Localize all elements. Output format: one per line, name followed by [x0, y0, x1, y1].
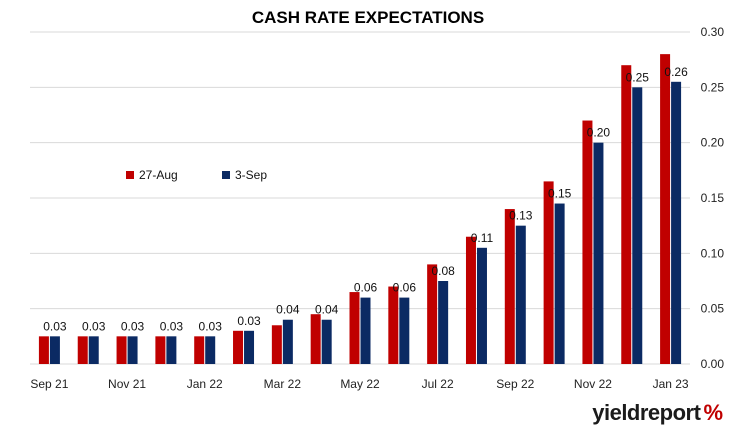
y-tick-label: 0.20 — [701, 136, 725, 150]
y-tick-label: 0.00 — [701, 357, 725, 371]
bar-3-sep — [593, 142, 604, 364]
bar-27-aug — [38, 336, 49, 364]
bar-3-sep — [399, 297, 410, 364]
bar-3-sep — [282, 319, 293, 364]
y-tick-label: 0.10 — [701, 246, 725, 260]
bar-27-aug — [504, 209, 515, 364]
bar-3-sep — [321, 319, 332, 364]
data-label: 0.03 — [199, 319, 223, 333]
data-label: 0.26 — [664, 65, 688, 79]
x-tick-label: Nov 21 — [108, 377, 146, 391]
legend-swatch-3-sep — [222, 171, 230, 179]
y-axis-ticks: 0.00 0.05 0.10 0.15 0.20 0.25 0.30 — [701, 25, 725, 371]
legend-label-27-aug: 27-Aug — [139, 168, 178, 182]
data-label: 0.03 — [160, 319, 184, 333]
data-label: 0.13 — [509, 209, 533, 223]
y-tick-label: 0.30 — [701, 25, 725, 39]
data-label: 0.03 — [82, 319, 106, 333]
bar-3-sep — [671, 81, 682, 365]
bar-27-aug — [582, 120, 593, 365]
bar-27-aug — [155, 336, 166, 364]
x-tick-label: Jul 22 — [422, 377, 454, 391]
bar-27-aug — [194, 336, 205, 364]
bar-27-aug — [271, 325, 282, 364]
gridlines — [30, 31, 690, 365]
data-label: 0.03 — [237, 314, 261, 328]
yieldreport-logo: yieldreport% — [592, 400, 723, 425]
y-tick-label: 0.05 — [701, 302, 725, 316]
bar-27-aug — [465, 236, 476, 364]
logo-percent: % — [703, 400, 723, 425]
bar-3-sep — [205, 336, 216, 364]
data-label: 0.08 — [431, 264, 455, 278]
bar-3-sep — [360, 297, 371, 364]
bar-27-aug — [233, 330, 244, 364]
data-label: 0.03 — [43, 319, 67, 333]
x-tick-label: Jan 23 — [653, 377, 689, 391]
bar-3-sep — [515, 225, 526, 364]
bar-27-aug — [543, 181, 554, 364]
bar-3-sep — [554, 203, 565, 364]
bar-27-aug — [621, 65, 632, 364]
bar-3-sep — [88, 336, 99, 364]
x-tick-label: Nov 22 — [574, 377, 612, 391]
x-axis-ticks: Sep 21 Nov 21 Jan 22 Mar 22 May 22 Jul 22 Sep … — [30, 377, 689, 391]
bars — [38, 54, 682, 365]
data-label: 0.25 — [626, 70, 650, 84]
x-tick-label: May 22 — [340, 377, 380, 391]
chart-title: CASH RATE EXPECTATIONS — [252, 8, 484, 27]
y-tick-label: 0.15 — [701, 191, 725, 205]
logo-text: yieldreport — [592, 400, 701, 425]
data-label: 0.06 — [354, 281, 378, 295]
bar-3-sep — [166, 336, 177, 364]
bar-27-aug — [427, 264, 438, 364]
bar-3-sep — [476, 247, 487, 364]
legend-label-3-sep: 3-Sep — [235, 168, 267, 182]
svg-text:yieldreport%: yieldreport% — [592, 400, 723, 425]
x-tick-label: Jan 22 — [187, 377, 223, 391]
data-label: 0.04 — [315, 303, 339, 317]
x-tick-label: Sep 21 — [30, 377, 68, 391]
data-label: 0.15 — [548, 187, 572, 201]
data-label: 0.20 — [587, 126, 611, 140]
data-label: 0.11 — [471, 231, 494, 245]
bar-27-aug — [77, 336, 88, 364]
bar-3-sep — [244, 330, 255, 364]
x-tick-label: Mar 22 — [264, 377, 302, 391]
x-tick-label: Sep 22 — [496, 377, 534, 391]
bar-27-aug — [349, 292, 360, 364]
bar-27-aug — [388, 286, 399, 364]
bar-3-sep — [438, 281, 449, 364]
data-label: 0.04 — [276, 303, 300, 317]
data-label: 0.06 — [393, 281, 417, 295]
bar-27-aug — [660, 54, 671, 365]
data-labels: 0.03 0.03 0.03 0.03 0.03 0.03 0.04 0.04 0.06 0.06… — [43, 65, 688, 334]
bar-3-sep — [632, 87, 643, 364]
bar-3-sep — [127, 336, 138, 364]
bar-3-sep — [49, 336, 60, 364]
bar-27-aug — [116, 336, 127, 364]
bar-27-aug — [310, 314, 321, 364]
y-tick-label: 0.25 — [701, 80, 725, 94]
legend: 27-Aug 3-Sep — [126, 168, 267, 182]
data-label: 0.03 — [121, 319, 145, 333]
legend-swatch-27-aug — [126, 171, 134, 179]
